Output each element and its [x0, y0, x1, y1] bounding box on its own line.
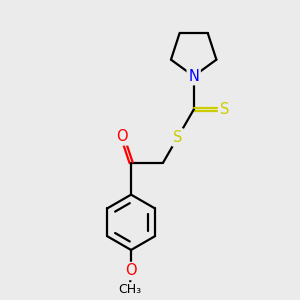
Text: N: N — [188, 69, 199, 84]
Text: O: O — [125, 263, 137, 278]
Text: O: O — [116, 129, 128, 144]
Text: CH₃: CH₃ — [118, 284, 141, 296]
Text: S: S — [220, 102, 229, 117]
Text: S: S — [173, 130, 182, 145]
